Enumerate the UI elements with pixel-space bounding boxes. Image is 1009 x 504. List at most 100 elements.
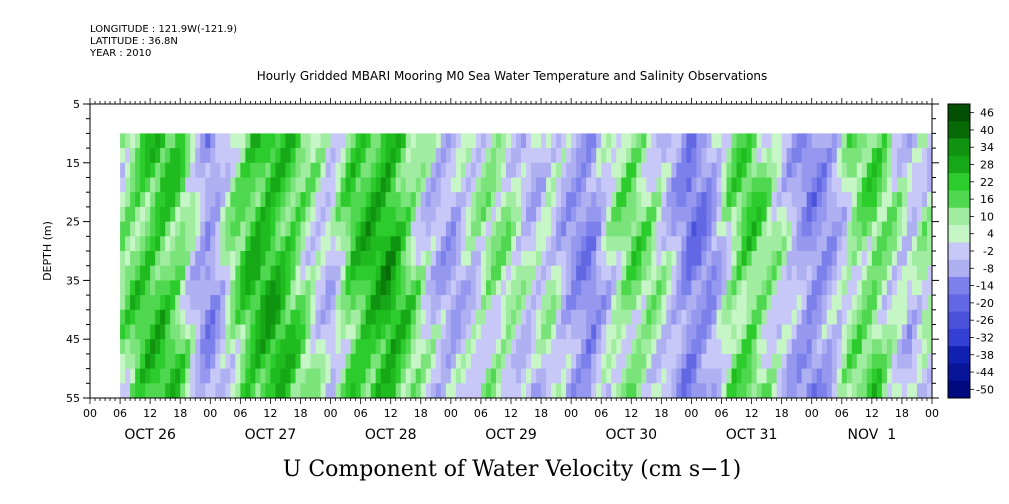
heat-cell xyxy=(360,353,367,369)
heat-cell xyxy=(220,221,226,237)
heat-cell xyxy=(511,339,517,355)
heat-cell xyxy=(325,148,331,164)
heat-cell xyxy=(420,251,427,267)
heat-cell xyxy=(225,177,231,193)
heat-cell xyxy=(596,295,602,311)
heat-cell xyxy=(546,265,552,281)
heat-cell xyxy=(445,177,452,193)
heat-cell xyxy=(490,265,497,281)
heat-cell xyxy=(465,221,472,237)
heat-cell xyxy=(225,206,231,222)
heat-cell xyxy=(350,353,357,369)
heat-cell xyxy=(696,206,702,222)
heat-cell xyxy=(676,236,682,252)
heat-cell xyxy=(676,162,682,178)
heat-cell xyxy=(195,192,201,208)
heat-cell xyxy=(906,192,913,208)
heat-cell xyxy=(250,295,256,311)
heat-cell xyxy=(646,295,652,311)
heat-cell xyxy=(841,383,848,399)
heat-cell xyxy=(210,339,216,355)
heat-cell xyxy=(420,162,427,178)
heat-cell xyxy=(385,265,392,281)
heat-cell xyxy=(601,324,607,340)
heat-cell xyxy=(345,192,352,208)
heat-cell xyxy=(205,148,211,164)
heat-cell xyxy=(405,368,412,384)
heat-cell xyxy=(150,309,156,325)
heat-cell xyxy=(666,133,672,149)
heat-cell xyxy=(601,295,607,311)
heat-cell xyxy=(480,295,487,311)
heat-cell xyxy=(300,236,306,252)
x-day-label: OCT 28 xyxy=(365,427,417,443)
heat-cell xyxy=(360,265,367,281)
heat-cell xyxy=(511,265,517,281)
heat-cell xyxy=(185,295,191,311)
heat-cell xyxy=(450,221,457,237)
heat-cell xyxy=(661,265,667,281)
heat-cell xyxy=(440,353,447,369)
heat-cell xyxy=(255,251,261,267)
heat-cell xyxy=(290,221,296,237)
heat-cell xyxy=(380,192,387,208)
heat-cell xyxy=(596,236,602,252)
heat-cell xyxy=(761,148,768,164)
heat-cell xyxy=(721,221,727,237)
heat-cell xyxy=(140,206,146,222)
heat-cell xyxy=(616,265,622,281)
heat-cell xyxy=(581,177,587,193)
heat-cell xyxy=(736,221,742,237)
heat-cell xyxy=(781,251,788,267)
heat-cell xyxy=(150,353,156,369)
heat-cell xyxy=(170,162,176,178)
heat-cell xyxy=(536,133,542,149)
heat-cell xyxy=(440,221,447,237)
heat-cell xyxy=(626,295,632,311)
heat-cell xyxy=(841,324,848,340)
heat-cell xyxy=(400,383,407,399)
heat-cell xyxy=(576,324,582,340)
heat-cell xyxy=(736,177,742,193)
heat-cell xyxy=(390,148,397,164)
heat-cell xyxy=(120,353,126,369)
heat-cell xyxy=(861,383,868,399)
heat-cell xyxy=(295,192,301,208)
heat-cell xyxy=(636,221,642,237)
heat-cell xyxy=(726,295,732,311)
heat-cell xyxy=(741,236,747,252)
heat-cell xyxy=(701,383,707,399)
heat-cell xyxy=(601,206,607,222)
heat-cell xyxy=(440,309,447,325)
heat-cell xyxy=(160,383,166,399)
heat-cell xyxy=(676,251,682,267)
heat-cell xyxy=(250,339,256,355)
heat-cell xyxy=(125,339,131,355)
heat-cell xyxy=(651,339,657,355)
heat-cell xyxy=(691,221,697,237)
heat-cell xyxy=(440,251,447,267)
heat-cell xyxy=(315,324,321,340)
heat-cell xyxy=(310,236,316,252)
heat-cell xyxy=(731,177,737,193)
heat-cell xyxy=(511,206,517,222)
heat-cell xyxy=(796,177,803,193)
heat-cell xyxy=(175,177,181,193)
heat-cell xyxy=(696,133,702,149)
heat-cell xyxy=(696,192,702,208)
heat-cell xyxy=(200,192,206,208)
heat-cell xyxy=(320,133,326,149)
heat-cell xyxy=(751,162,757,178)
heat-cell xyxy=(691,133,697,149)
heat-cell xyxy=(521,221,527,237)
heat-cell xyxy=(170,206,176,222)
heat-cell xyxy=(766,368,773,384)
heat-cell xyxy=(901,177,908,193)
heat-cell xyxy=(531,162,537,178)
heat-cell xyxy=(706,383,712,399)
heat-cell xyxy=(410,280,417,296)
heat-cell xyxy=(596,353,602,369)
heat-cell xyxy=(871,251,878,267)
heat-cell xyxy=(335,339,341,355)
heat-cell xyxy=(425,236,432,252)
